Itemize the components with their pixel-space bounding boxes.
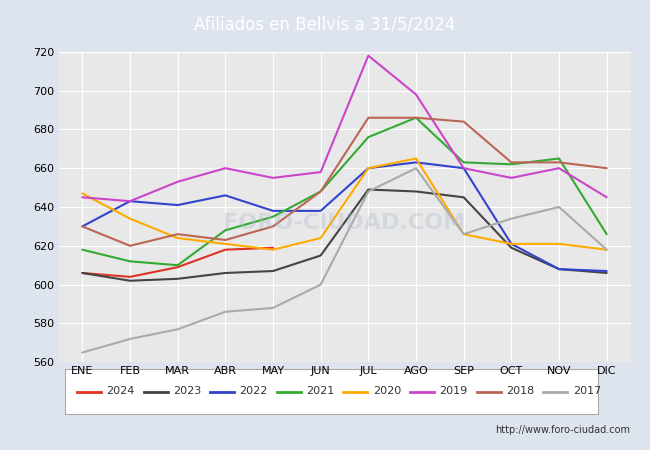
- Text: 2018: 2018: [506, 387, 534, 396]
- Text: 2023: 2023: [173, 387, 202, 396]
- Text: http://www.foro-ciudad.com: http://www.foro-ciudad.com: [495, 425, 630, 435]
- Text: Afiliados en Bellvís a 31/5/2024: Afiliados en Bellvís a 31/5/2024: [194, 17, 456, 35]
- Text: FORO-CIUDAD.COM: FORO-CIUDAD.COM: [224, 212, 465, 233]
- Text: 2021: 2021: [306, 387, 335, 396]
- Text: 2024: 2024: [107, 387, 135, 396]
- Text: 2020: 2020: [373, 387, 401, 396]
- Text: 2017: 2017: [573, 387, 601, 396]
- Text: 2019: 2019: [439, 387, 468, 396]
- Text: 2022: 2022: [240, 387, 268, 396]
